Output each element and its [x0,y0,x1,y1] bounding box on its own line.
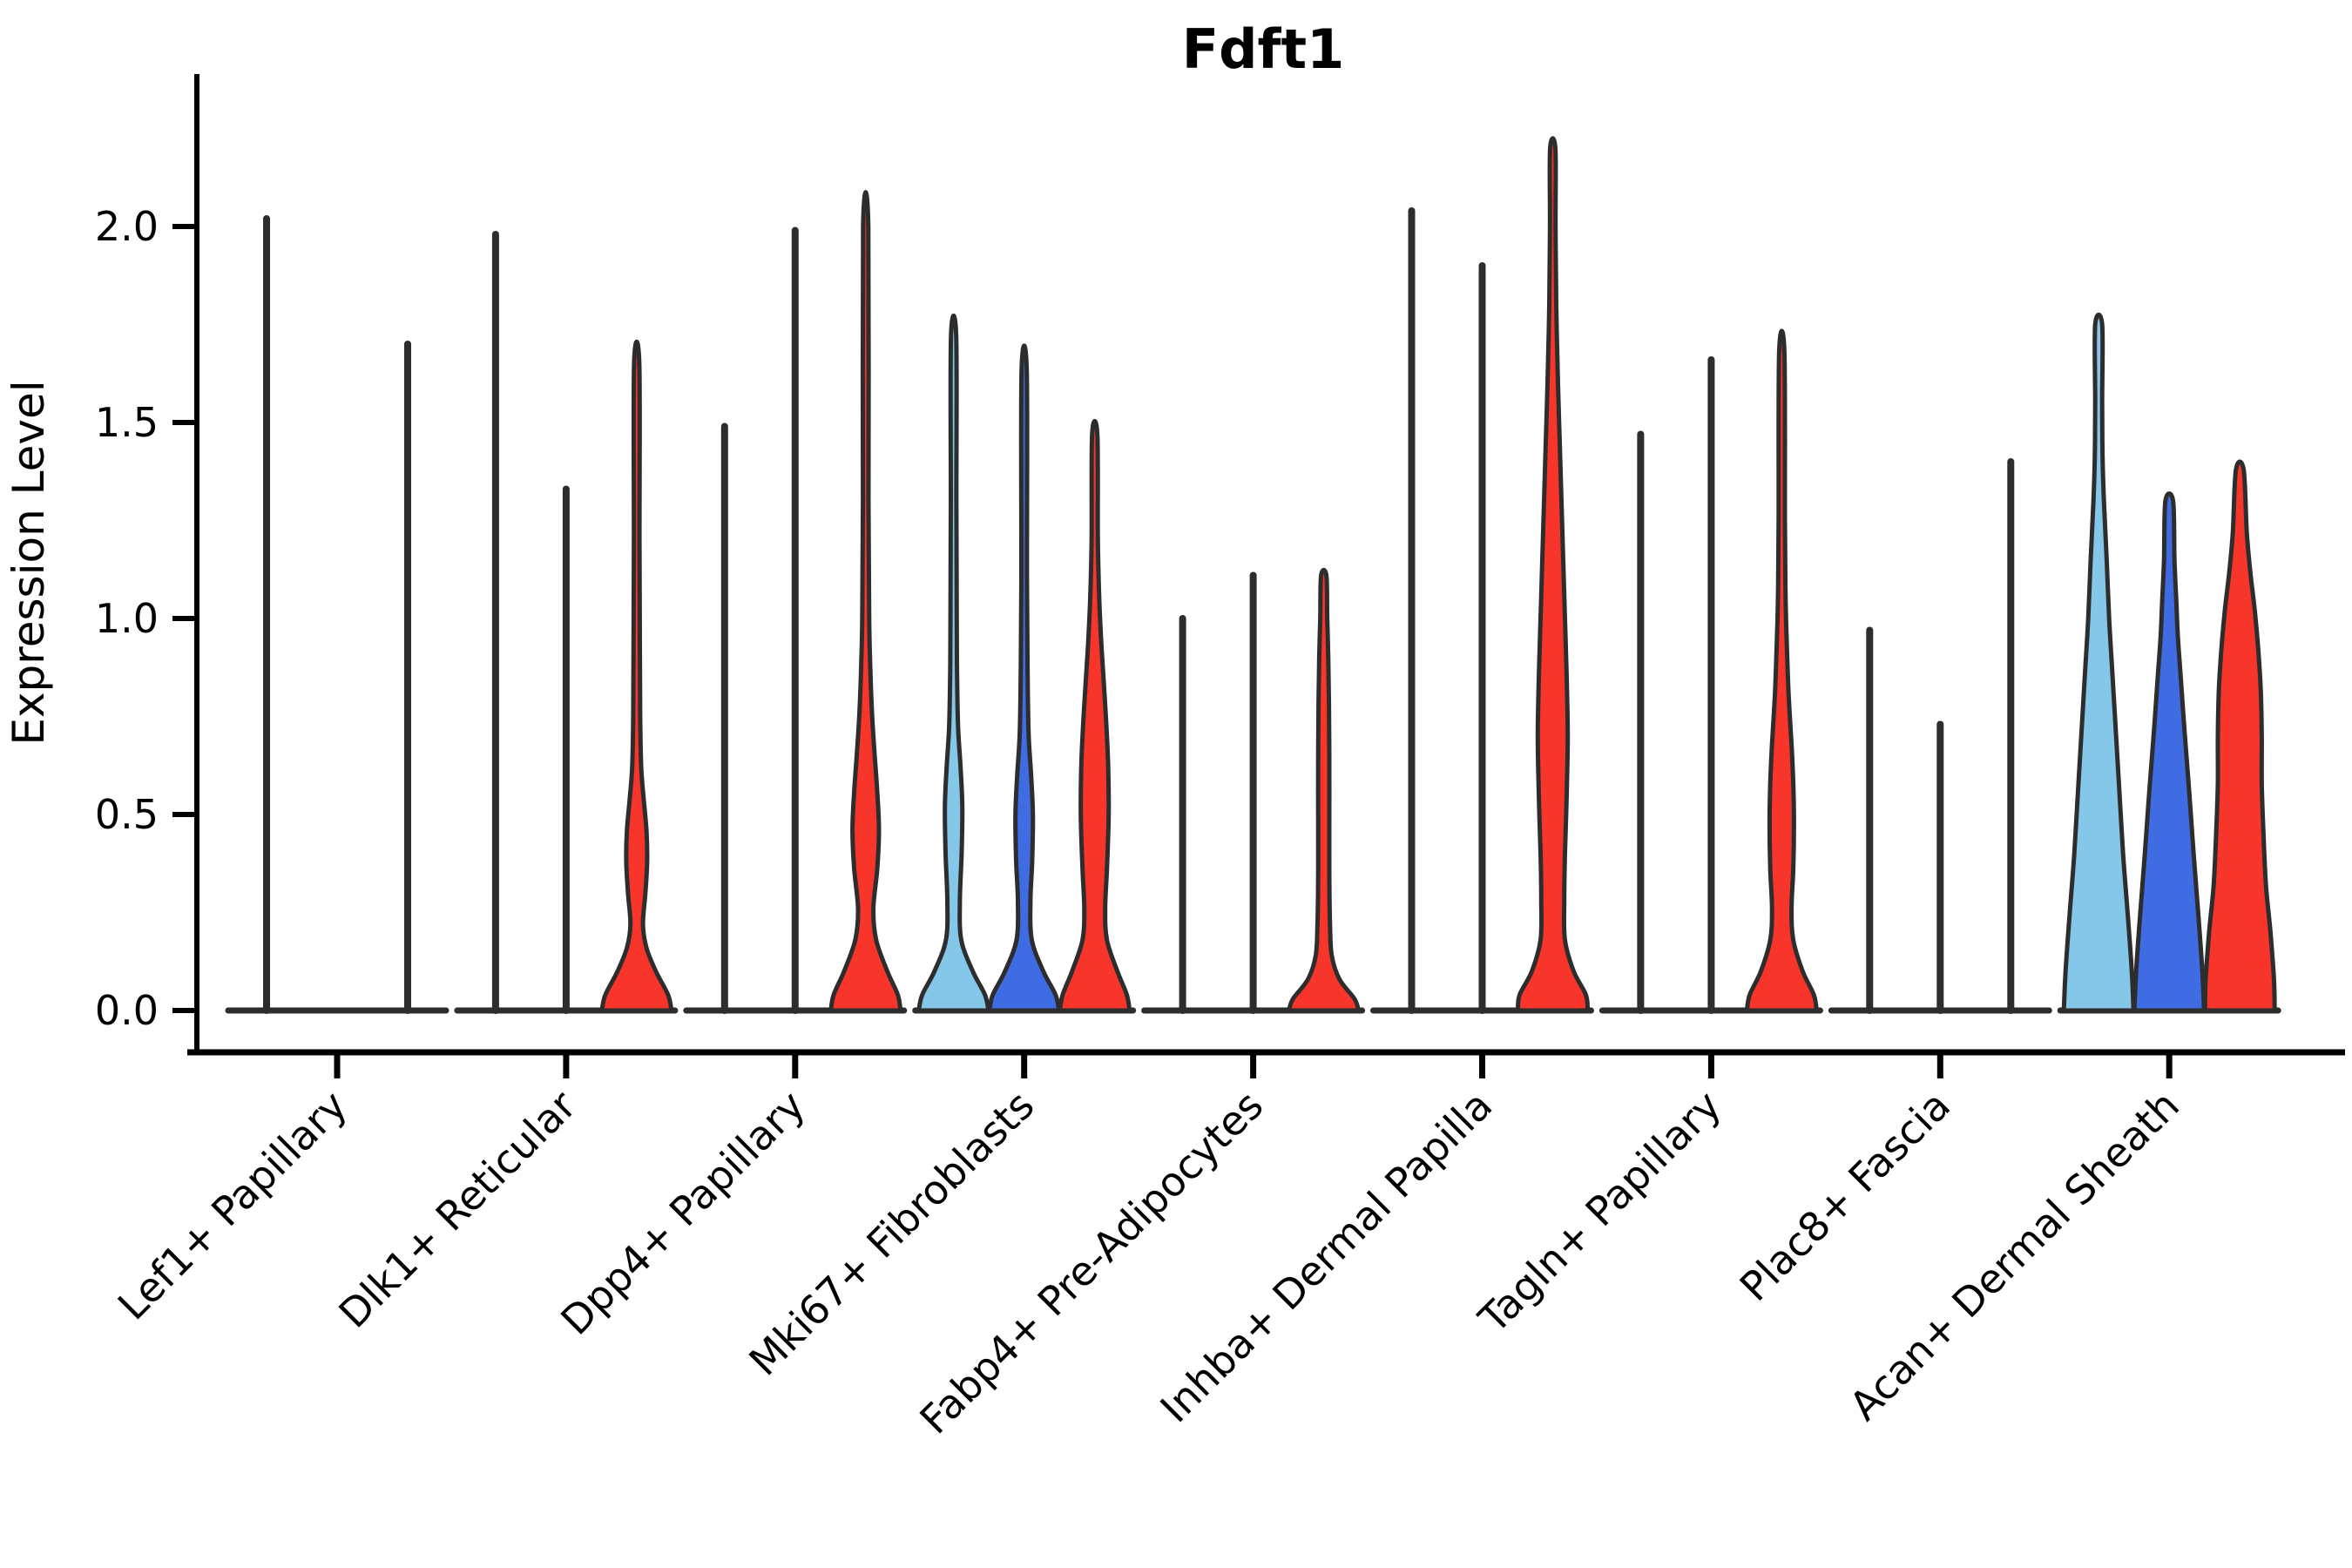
violin-body [1287,567,1362,1013]
violin-body [987,343,1062,1013]
x-tick-label: Tagln+ Papillary [1470,1082,1731,1343]
violin-body [916,314,991,1013]
violin-body [2061,312,2136,1013]
chart-title: Fdft1 [1182,17,1344,81]
y-tick-label: 0.5 [95,791,159,838]
violin-body [599,340,674,1013]
violin-body [2202,459,2277,1013]
x-tick-label: Plac8+ Fascia [1731,1082,1959,1310]
x-tick-label: Dlk1+ Reticular [329,1082,585,1337]
violin-body [1744,328,1819,1013]
violin-body [1516,136,1590,1013]
x-tick-label: Dpp4+ Papillary [551,1082,814,1344]
y-axis-label: Expression Level [3,380,54,745]
axes-layer [172,74,2345,1078]
violin-body [1058,418,1132,1013]
y-tick-label: 1.5 [95,399,159,446]
y-tick-label: 2.0 [95,203,159,250]
violin-body [2132,491,2207,1013]
x-tick-label: Lef1+ Papillary [109,1082,356,1329]
y-tick-label: 1.0 [95,595,159,642]
y-tick-label: 0.0 [95,987,159,1034]
violins-layer [263,136,2277,1014]
violin-body [828,190,903,1013]
